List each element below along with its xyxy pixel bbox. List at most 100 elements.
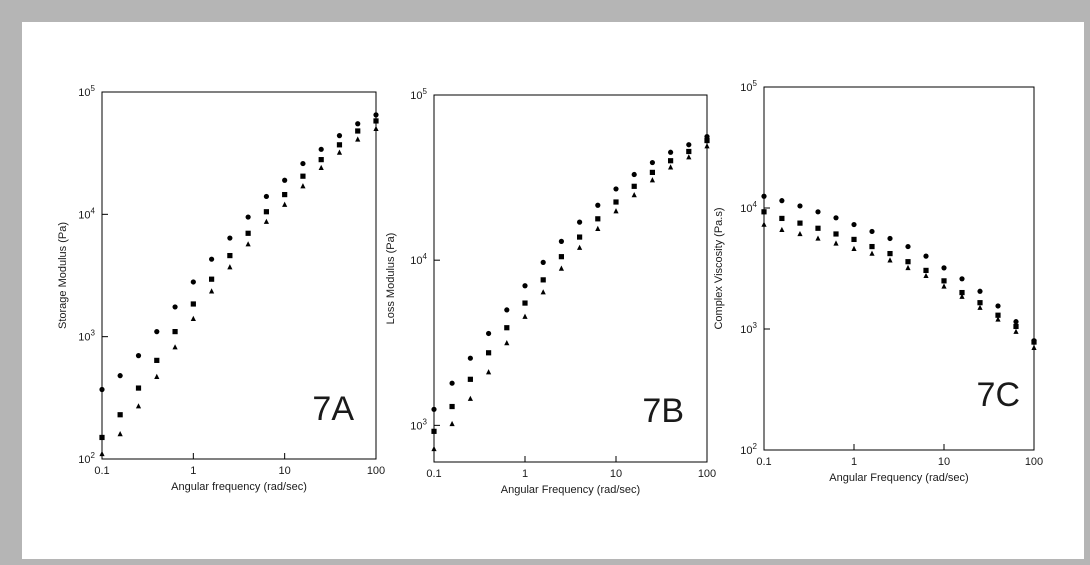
data-point-circle	[99, 386, 105, 393]
chart-7a: 0.1 1 10 100 102 103 104 105 Angular frequency (…	[57, 84, 385, 493]
data-point-square	[355, 128, 361, 134]
data-point-triangle	[923, 272, 929, 279]
data-point-circle	[959, 276, 965, 282]
data-point-square	[558, 254, 565, 260]
data-point-square	[227, 252, 233, 259]
data-point-square	[869, 243, 875, 250]
data-point-square	[977, 300, 983, 306]
data-point-square	[1031, 339, 1037, 345]
data-point-circle	[977, 288, 983, 294]
y-tick-label: 104	[410, 252, 427, 267]
data-point-triangle	[227, 264, 233, 270]
data-point-circle	[431, 406, 437, 412]
data-point-triangle	[887, 257, 893, 263]
data-point-triangle	[504, 340, 510, 346]
data-point-square	[117, 412, 123, 418]
data-point-circle	[300, 160, 306, 167]
data-point-circle	[941, 265, 947, 271]
data-point-triangle	[779, 226, 785, 233]
data-point-circle	[905, 243, 911, 250]
data-point-circle	[1013, 319, 1019, 325]
data-point-square	[522, 300, 528, 306]
data-point-circle	[761, 193, 767, 199]
data-point-circle	[522, 283, 528, 289]
data-point-square	[595, 216, 601, 222]
y-tick-label: 102	[740, 442, 757, 457]
data-point-triangle	[355, 136, 361, 142]
data-point-triangle	[631, 192, 637, 198]
data-point-circle	[797, 203, 803, 209]
data-point-square	[190, 301, 196, 307]
plot-frame	[101, 91, 377, 460]
data-point-square	[667, 158, 674, 164]
data-point-circle	[318, 146, 324, 152]
y-tick-label: 105	[78, 84, 95, 99]
data-point-circle	[667, 149, 674, 155]
y-tick-label: 103	[740, 321, 757, 336]
data-point-square	[540, 277, 546, 283]
plot-frame	[433, 94, 708, 463]
data-point-square	[154, 357, 160, 363]
data-point-triangle	[869, 250, 875, 256]
panel-label: 7A	[312, 390, 354, 428]
data-point-circle	[851, 221, 857, 228]
data-point-circle	[686, 142, 692, 148]
data-point-triangle	[172, 344, 178, 350]
data-point-square	[995, 312, 1001, 318]
data-point-square	[923, 267, 929, 273]
data-point-circle	[704, 133, 710, 140]
data-point-square	[779, 215, 785, 222]
data-point-circle	[540, 259, 546, 265]
y-axis-label: Complex Viscosity (Pa.s)	[713, 207, 725, 329]
data-point-circle	[135, 353, 142, 359]
data-point-triangle	[797, 230, 803, 237]
data-point-circle	[282, 177, 288, 183]
x-tick-label: 10	[938, 456, 950, 468]
data-point-triangle	[815, 235, 821, 241]
data-point-square	[704, 137, 710, 144]
plot-frame	[763, 86, 1035, 451]
data-point-circle	[869, 228, 875, 235]
data-point-circle	[631, 171, 637, 178]
data-point-square	[576, 234, 583, 240]
data-point-square	[797, 220, 803, 226]
data-point-triangle	[851, 245, 857, 252]
y-tick-label: 103	[410, 417, 427, 432]
x-axis-label: Angular frequency (rad/sec)	[171, 481, 307, 493]
data-point-square	[833, 231, 839, 237]
data-point-triangle	[318, 164, 324, 171]
data-point-triangle	[667, 164, 674, 170]
data-point-square	[209, 276, 215, 282]
data-point-triangle	[833, 240, 839, 246]
x-axis-label: Angular Frequency (rad/sec)	[829, 472, 968, 484]
data-point-triangle	[431, 445, 437, 452]
y-tick-label: 104	[740, 200, 757, 215]
y-tick-label: 102	[78, 451, 95, 466]
chart-7c: 0.1 1 10 100 102 103 104 105 Angular Frequency (…	[713, 79, 1043, 484]
y-tick-label: 105	[410, 87, 427, 102]
data-point-square	[245, 230, 251, 236]
data-point-circle	[355, 121, 361, 127]
data-point-triangle	[959, 293, 965, 299]
data-point-triangle	[941, 283, 947, 289]
data-point-triangle	[117, 431, 123, 437]
x-tick-label: 1	[522, 468, 528, 480]
data-point-square	[485, 350, 492, 356]
data-point-circle	[227, 235, 233, 241]
x-tick-label: 0.1	[756, 456, 771, 468]
data-point-square	[318, 157, 324, 163]
data-point-triangle	[1013, 328, 1019, 334]
data-point-triangle	[190, 315, 196, 321]
data-point-triangle	[1031, 344, 1037, 350]
data-point-triangle	[761, 221, 767, 227]
data-point-triangle	[99, 450, 105, 457]
data-point-triangle	[485, 369, 492, 375]
data-point-square	[613, 199, 619, 205]
data-point-triangle	[540, 289, 546, 295]
x-tick-label: 0.1	[426, 468, 441, 480]
x-tick-label: 0.1	[94, 465, 109, 477]
data-point-circle	[558, 238, 565, 244]
data-point-square	[172, 329, 178, 335]
data-point-square	[959, 289, 965, 296]
data-point-circle	[449, 380, 455, 386]
